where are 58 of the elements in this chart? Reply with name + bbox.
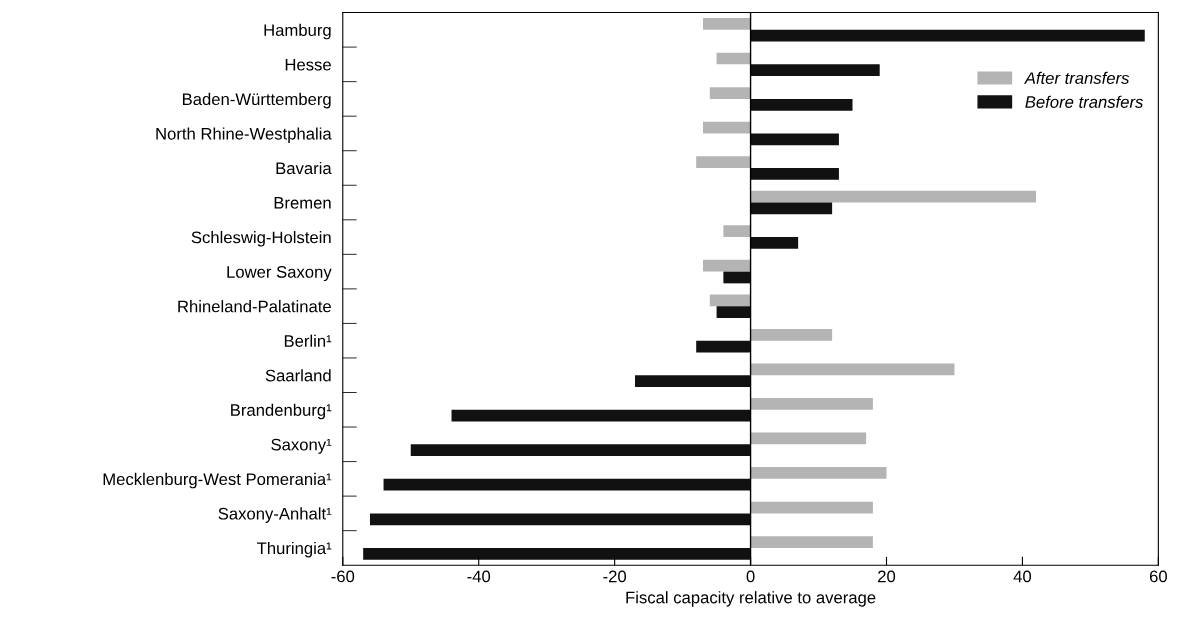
bar [750, 237, 799, 249]
bar [702, 121, 751, 134]
y-tick-label: Berlin¹ [284, 334, 332, 347]
y-tick-label: Bremen [274, 197, 331, 209]
legend-label: After transfers [1023, 71, 1130, 85]
bar [702, 18, 751, 30]
bar [716, 306, 751, 318]
y-tick-label: Hesse [285, 58, 331, 71]
bar [696, 156, 751, 168]
bar [716, 52, 751, 65]
bar [750, 501, 873, 514]
bar [709, 87, 751, 99]
bar [750, 29, 1145, 42]
y-tick-label: Thuringia¹ [257, 541, 332, 558]
y-tick-label: Rhineland-Palatinate [178, 300, 331, 313]
y-tick-label: Bavaria [276, 161, 332, 175]
bar [750, 202, 833, 215]
bar [702, 259, 751, 272]
legend-label: Before transfers [1025, 95, 1144, 108]
x-tick-label: -20 [603, 570, 627, 583]
y-tick-label: Lower Saxony [227, 266, 332, 282]
y-tick-label: Saxony¹ [271, 438, 332, 454]
bar [696, 340, 751, 353]
x-tick-label: 60 [1149, 570, 1167, 583]
y-tick-label: Schleswig-Holstein [191, 231, 331, 247]
bar [750, 536, 873, 548]
bar [369, 513, 751, 526]
bar [451, 409, 751, 422]
y-tick-label: North Rhine-Westphalia [156, 127, 332, 143]
bar [750, 133, 839, 146]
bar [750, 363, 955, 376]
bar [709, 294, 751, 307]
bar [750, 64, 880, 77]
x-tick-label: 40 [1013, 570, 1032, 583]
x-tick-label: -60 [331, 570, 355, 583]
bar [723, 271, 751, 284]
bar [723, 225, 751, 238]
bar [750, 167, 839, 180]
y-tick-label: Brandenburg¹ [231, 403, 332, 420]
bar [410, 444, 751, 457]
bar [750, 467, 887, 479]
bar [383, 478, 751, 491]
x-tick-label: -40 [467, 570, 491, 583]
bar [750, 328, 833, 341]
bar [750, 398, 873, 410]
x-axis-title: Fiscal capacity relative to average [626, 591, 876, 607]
y-tick-label: Mecklenburg-West Pomerania¹ [103, 472, 332, 489]
bar [750, 190, 1037, 203]
y-tick-label: Hamburg [264, 23, 331, 40]
bar [635, 375, 751, 387]
x-tick-label: 20 [878, 570, 896, 583]
y-tick-label: Saxony-Anhalt¹ [218, 507, 332, 523]
y-tick-label: Baden-Württemberg [182, 92, 331, 109]
y-tick-label: Saarland [265, 369, 331, 382]
bar [363, 547, 751, 560]
bar [750, 432, 867, 445]
x-tick-label: 0 [746, 570, 755, 583]
bar [750, 98, 853, 111]
